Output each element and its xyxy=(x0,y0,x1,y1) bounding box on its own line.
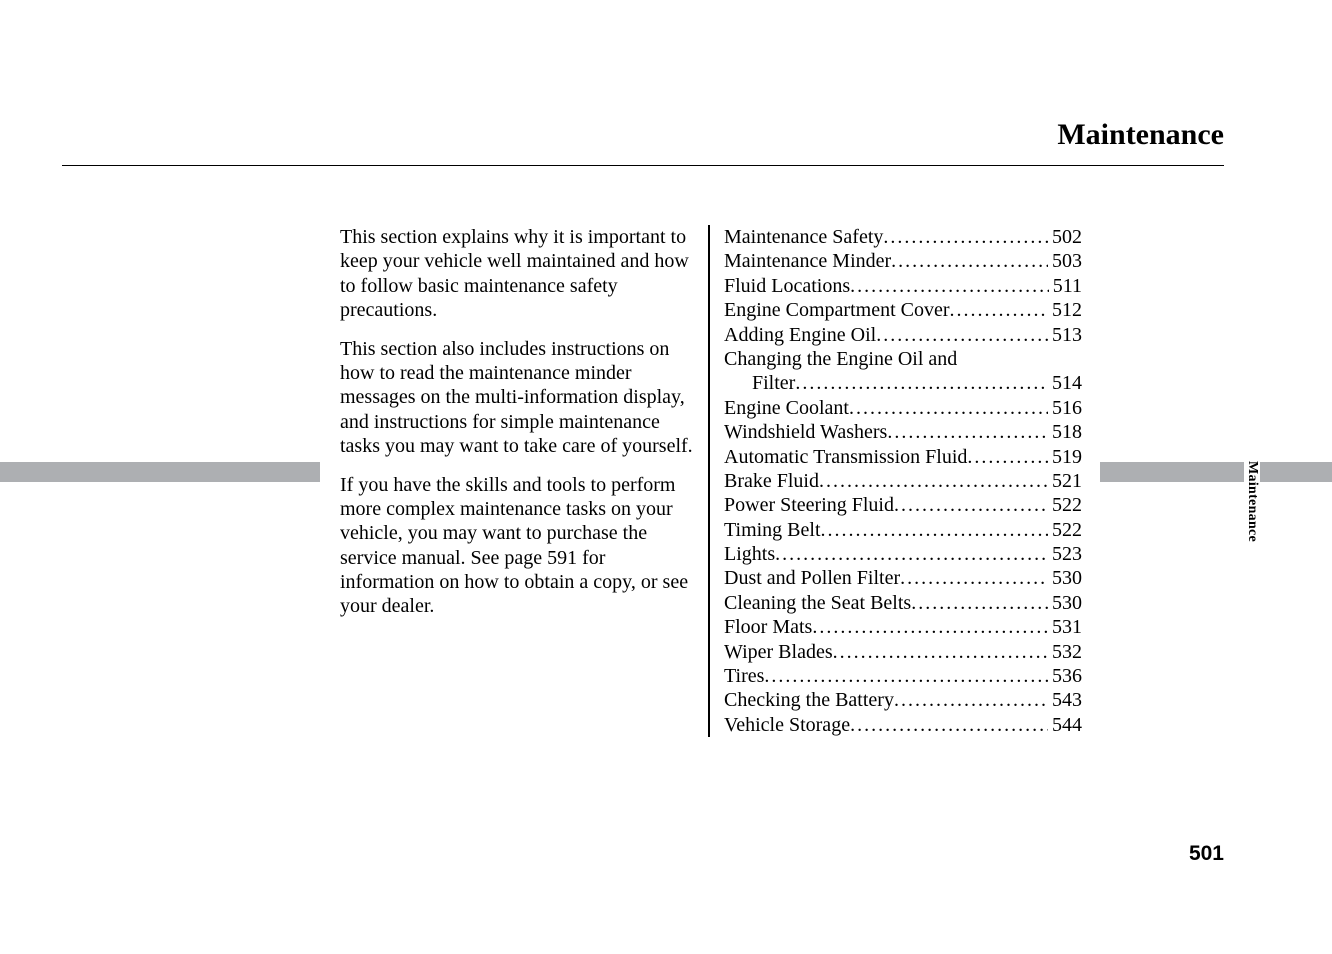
toc-line: Checking the Battery 543 xyxy=(724,688,1082,712)
toc-line: Brake Fluid 521 xyxy=(724,469,1082,493)
toc-page: 531 xyxy=(1048,615,1082,639)
toc-line: Adding Engine Oil 513 xyxy=(724,323,1082,347)
intro-column: This section explains why it is importan… xyxy=(340,225,709,737)
toc-leaders xyxy=(883,225,1048,249)
toc-leaders xyxy=(891,249,1048,273)
toc-page: 544 xyxy=(1048,713,1082,737)
toc-leaders xyxy=(795,371,1048,395)
page-title: Maintenance xyxy=(1057,118,1224,152)
toc-page: 522 xyxy=(1048,518,1082,542)
toc-leaders xyxy=(850,274,1049,298)
toc-page: 519 xyxy=(1048,445,1082,469)
toc-line: Automatic Transmission Fluid 519 xyxy=(724,445,1082,469)
toc-page: 516 xyxy=(1048,396,1082,420)
toc-page: 512 xyxy=(1048,298,1082,322)
toc-leaders xyxy=(911,591,1048,615)
intro-paragraph-3: If you have the skills and tools to perf… xyxy=(340,473,698,619)
toc-label: Brake Fluid xyxy=(724,469,819,493)
toc-leaders xyxy=(850,713,1048,737)
toc-label: Dust and Pollen Filter xyxy=(724,566,900,590)
toc-column: Maintenance Safety 502Maintenance Minder… xyxy=(709,225,1082,737)
toc-page: 530 xyxy=(1048,591,1082,615)
toc-leaders xyxy=(812,615,1048,639)
toc-line: Windshield Washers 518 xyxy=(724,420,1082,444)
toc-leaders xyxy=(894,688,1048,712)
toc-page: 523 xyxy=(1048,542,1082,566)
toc-line: Power Steering Fluid 522 xyxy=(724,493,1082,517)
toc-leaders xyxy=(849,396,1048,420)
toc-label: Adding Engine Oil xyxy=(724,323,876,347)
toc-leaders xyxy=(950,298,1048,322)
toc-line: Fluid Locations 511 xyxy=(724,274,1082,298)
toc-leaders xyxy=(833,640,1048,664)
toc-label: Engine Coolant xyxy=(724,396,849,420)
toc-leaders xyxy=(900,566,1048,590)
toc-leaders xyxy=(819,469,1048,493)
toc-label: Engine Compartment Cover xyxy=(724,298,950,322)
toc-label: Windshield Washers xyxy=(724,420,887,444)
toc-label: Changing the Engine Oil and xyxy=(724,347,957,371)
content-columns: This section explains why it is importan… xyxy=(340,225,1082,737)
toc-page: 543 xyxy=(1048,688,1082,712)
page-number: 501 xyxy=(1189,842,1224,866)
toc-page: 502 xyxy=(1048,225,1082,249)
toc-leaders xyxy=(821,518,1048,542)
toc-line: Filter 514 xyxy=(724,371,1082,395)
toc-page: 521 xyxy=(1048,469,1082,493)
toc-line: Engine Compartment Cover 512 xyxy=(724,298,1082,322)
toc-line: Timing Belt 522 xyxy=(724,518,1082,542)
intro-paragraph-1: This section explains why it is importan… xyxy=(340,225,698,323)
toc-label: Lights xyxy=(724,542,775,566)
toc-line: Dust and Pollen Filter 530 xyxy=(724,566,1082,590)
toc-label: Filter xyxy=(752,371,795,395)
toc-leaders xyxy=(894,493,1048,517)
side-tab-label: Maintenance xyxy=(1244,455,1260,548)
toc-label: Automatic Transmission Fluid xyxy=(724,445,967,469)
toc-label: Checking the Battery xyxy=(724,688,894,712)
toc-page: 511 xyxy=(1049,274,1082,298)
toc-line: Engine Coolant 516 xyxy=(724,396,1082,420)
toc-leaders xyxy=(967,445,1048,469)
toc-label: Tires xyxy=(724,664,764,688)
toc-page: 518 xyxy=(1048,420,1082,444)
toc-line: Cleaning the Seat Belts 530 xyxy=(724,591,1082,615)
toc-label: Fluid Locations xyxy=(724,274,850,298)
title-rule xyxy=(62,165,1224,166)
toc-label: Cleaning the Seat Belts xyxy=(724,591,911,615)
toc-label: Wiper Blades xyxy=(724,640,833,664)
toc-label: Timing Belt xyxy=(724,518,821,542)
toc-line: Changing the Engine Oil and xyxy=(724,347,1082,371)
toc-leaders xyxy=(887,420,1048,444)
toc-page: 513 xyxy=(1048,323,1082,347)
toc-page: 530 xyxy=(1048,566,1082,590)
toc-leaders xyxy=(764,664,1048,688)
toc-label: Vehicle Storage xyxy=(724,713,850,737)
toc-line: Maintenance Minder 503 xyxy=(724,249,1082,273)
toc-label: Maintenance Minder xyxy=(724,249,891,273)
toc-line: Wiper Blades 532 xyxy=(724,640,1082,664)
toc-line: Lights 523 xyxy=(724,542,1082,566)
toc-page: 536 xyxy=(1048,664,1082,688)
toc-leaders xyxy=(775,542,1048,566)
toc-page: 522 xyxy=(1048,493,1082,517)
toc-page: 532 xyxy=(1048,640,1082,664)
toc-line: Tires 536 xyxy=(724,664,1082,688)
toc-page: 514 xyxy=(1048,371,1082,395)
toc-leaders xyxy=(876,323,1048,347)
toc-line: Floor Mats 531 xyxy=(724,615,1082,639)
toc-label: Maintenance Safety xyxy=(724,225,883,249)
toc-page: 503 xyxy=(1048,249,1082,273)
intro-paragraph-2: This section also includes instructions … xyxy=(340,337,698,459)
toc-line: Vehicle Storage 544 xyxy=(724,713,1082,737)
toc-line: Maintenance Safety 502 xyxy=(724,225,1082,249)
toc-label: Floor Mats xyxy=(724,615,812,639)
toc-label: Power Steering Fluid xyxy=(724,493,894,517)
